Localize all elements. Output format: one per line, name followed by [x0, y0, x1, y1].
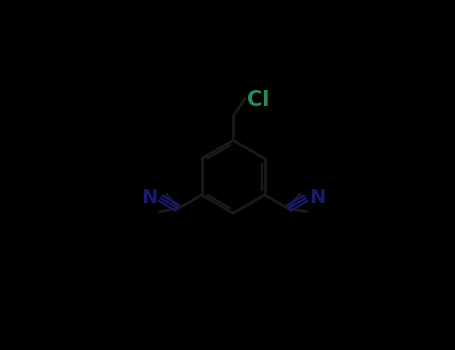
Text: Cl: Cl: [248, 90, 270, 110]
Text: N: N: [309, 188, 325, 207]
Text: N: N: [141, 188, 157, 207]
